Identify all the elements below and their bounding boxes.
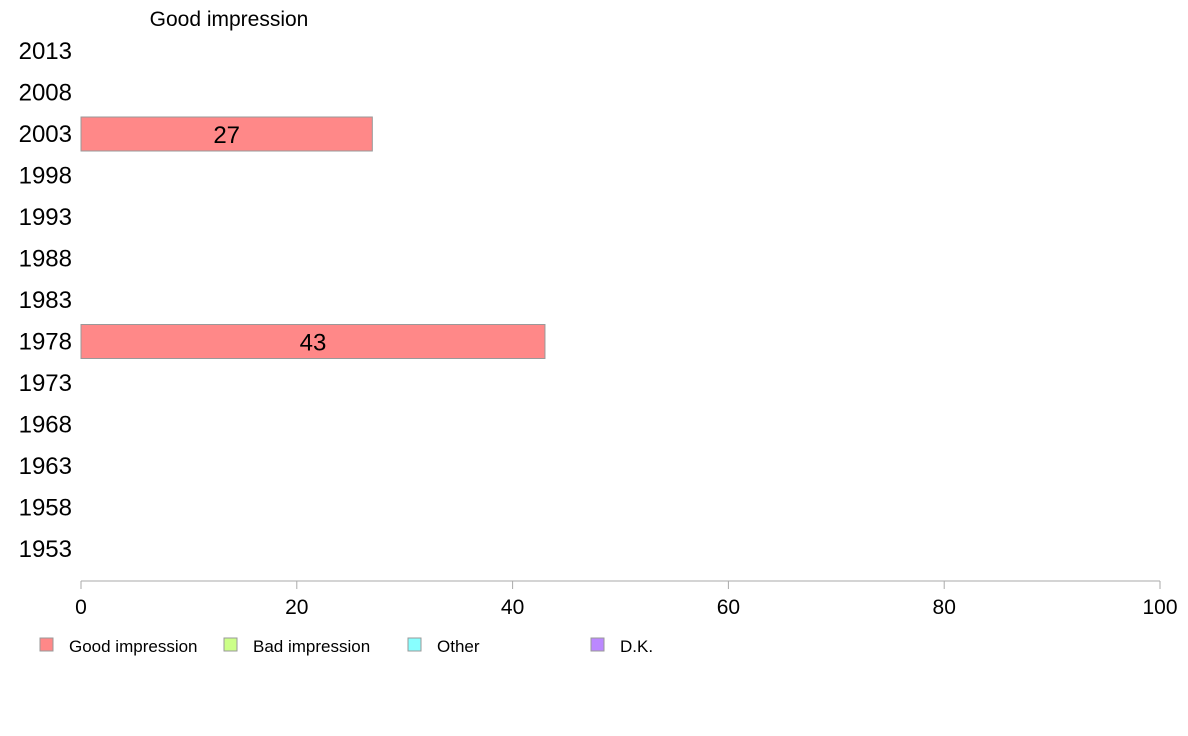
category-label: 1998 [19,163,72,190]
category-label: 1958 [19,495,72,522]
legend-label: Other [437,637,480,656]
bar-value-label: 43 [300,330,327,357]
x-tick-label: 40 [501,596,524,619]
category-label: 1968 [19,412,72,439]
category-label: 1963 [19,453,72,480]
x-tick-label: 100 [1142,596,1177,619]
chart-title: Good impression [150,8,309,31]
x-tick-label: 20 [285,596,308,619]
x-tick-label: 80 [933,596,956,619]
bar [80,324,546,359]
category-label: 1993 [19,204,72,231]
category-label: 1953 [19,536,72,563]
legend-label: Good impression [69,637,198,656]
category-label: 2013 [19,38,72,65]
bar [80,116,373,152]
bar-value-label: 27 [213,122,240,149]
category-label: 2003 [19,121,72,148]
x-tick-label: 0 [75,596,87,619]
legend-swatch [590,637,605,652]
legend-swatch [407,637,422,652]
legend-label: D.K. [620,637,653,656]
legend-label: Bad impression [253,637,370,656]
legend-swatch [39,637,54,652]
x-tick-label: 60 [717,596,740,619]
legend-swatch [223,637,238,652]
category-label: 1983 [19,287,72,314]
category-label: 1988 [19,246,72,273]
category-label: 1978 [19,329,72,356]
category-label: 2008 [19,80,72,107]
category-label: 1973 [19,370,72,397]
